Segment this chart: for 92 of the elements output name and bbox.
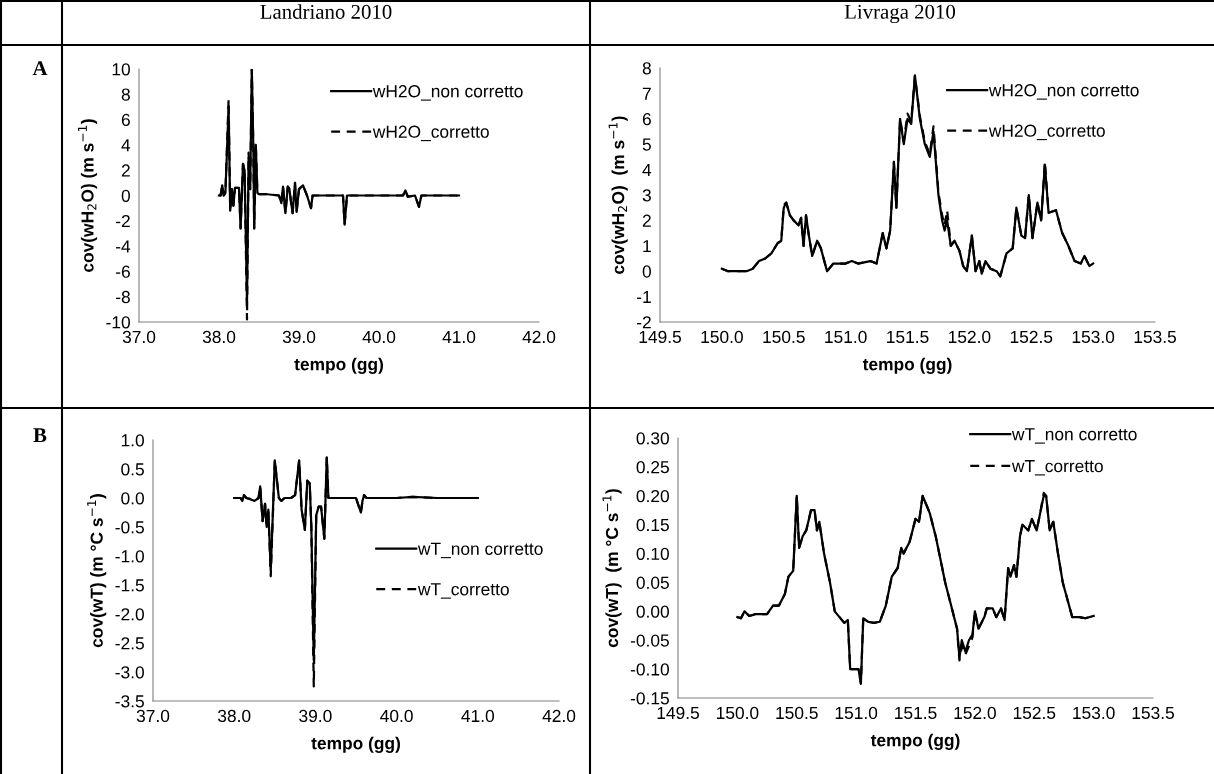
x-tick-label: 42.0 xyxy=(522,330,556,344)
x-tick-label: 149.5 xyxy=(657,706,699,720)
y-tick-label: 0.30 xyxy=(636,432,669,445)
y-tick-label: -2 xyxy=(637,316,651,329)
x-axis-title: tempo (gg) xyxy=(294,357,383,374)
y-tick-label: -1 xyxy=(637,290,651,303)
x-tick-label: 151.5 xyxy=(887,330,929,344)
y-tick-label: 4 xyxy=(121,139,131,152)
x-tick-label: 39.0 xyxy=(299,709,332,723)
y-tick-label: 0 xyxy=(121,189,130,202)
legend-label: wH2O_non corretto xyxy=(372,85,523,101)
y-tick-label: -6 xyxy=(116,265,130,278)
y-tick-label: -1.5 xyxy=(115,579,144,592)
y-tick-label: -1.0 xyxy=(115,550,144,563)
legend-label: wT_corretto xyxy=(1011,460,1103,476)
x-tick-label: 40.0 xyxy=(362,330,396,344)
x-tick-label: 151.0 xyxy=(835,706,878,720)
x-tick-label: 41.0 xyxy=(442,330,476,344)
x-tick-label: 150.0 xyxy=(701,330,743,344)
x-tick-label: 150.5 xyxy=(776,706,818,720)
x-tick-label: 153.5 xyxy=(1132,706,1174,720)
x-tick-label: 151.0 xyxy=(825,330,867,344)
legend-label: wH2O_corretto xyxy=(372,125,489,142)
x-tick-label: 153.0 xyxy=(1073,706,1115,720)
y-tick-label: -0.15 xyxy=(630,692,669,705)
x-tick-label: 150.5 xyxy=(763,330,805,344)
y-tick-label: 4 xyxy=(642,163,652,176)
y-tick-label: 7 xyxy=(642,87,651,100)
y-axis-title: cov(wT) (m °C s$^{−1}$) xyxy=(602,489,622,648)
chart-title: Livraga 2010 xyxy=(844,4,956,24)
x-tick-label: 40.0 xyxy=(380,709,413,723)
y-tick-label: 0.25 xyxy=(636,461,669,474)
x-tick-label: 38.0 xyxy=(217,709,251,723)
x-axis-title: tempo (gg) xyxy=(311,736,400,753)
y-tick-label: -2.5 xyxy=(115,637,144,650)
y-tick-label: 0.20 xyxy=(636,489,669,503)
y-tick-label: 6 xyxy=(121,113,130,127)
x-tick-label: 152.0 xyxy=(948,330,991,344)
x-axis-title: tempo (gg) xyxy=(870,733,960,750)
y-tick-label: 0.00 xyxy=(636,605,669,618)
y-tick-label: -2 xyxy=(116,214,130,228)
x-tick-label: 149.5 xyxy=(639,330,681,344)
x-tick-label: 150.0 xyxy=(716,706,759,720)
y-tick-label: 10 xyxy=(112,63,130,76)
y-tick-label: -0.05 xyxy=(630,634,669,647)
y-tick-label: -0.10 xyxy=(630,663,669,676)
y-tick-label: 1 xyxy=(643,240,651,253)
y-tick-label: -4 xyxy=(116,240,131,253)
y-tick-label: -8 xyxy=(116,290,130,304)
x-tick-label: 37.0 xyxy=(122,330,156,344)
legend-label: wH2O_non corretto xyxy=(988,84,1139,100)
text: B xyxy=(33,428,47,443)
y-tick-label: -10 xyxy=(106,316,130,329)
x-tick-label: 151.5 xyxy=(895,706,937,720)
x-tick-label: 39.0 xyxy=(282,330,316,344)
y-tick-label: 0.10 xyxy=(636,547,669,561)
x-tick-label: 152.5 xyxy=(1010,330,1053,344)
legend-label: wT_non corretto xyxy=(417,542,543,559)
x-tick-label: 42.0 xyxy=(542,709,576,723)
y-tick-label: -0.5 xyxy=(115,521,144,534)
y-tick-label: 1.0 xyxy=(121,434,144,447)
legend-label: wT_corretto xyxy=(417,583,509,599)
x-tick-label: 153.5 xyxy=(1134,330,1176,344)
y-tick-label: 2 xyxy=(642,214,651,227)
y-tick-label: 0.0 xyxy=(121,492,144,505)
x-tick-label: 152.0 xyxy=(954,706,996,720)
y-axis-title: cov(wH$_{2}$O) (m s$^{−1}$) xyxy=(77,119,98,272)
y-tick-label: 6 xyxy=(642,112,651,126)
y-tick-label: -3.5 xyxy=(115,695,144,708)
y-tick-label: 0 xyxy=(642,265,651,278)
y-tick-label: -3.0 xyxy=(115,666,144,679)
y-axis-title: cov(wT) (m °C s$^{−1}$) xyxy=(87,494,107,648)
y-tick-label: 0.15 xyxy=(636,518,669,532)
x-tick-label: 38.0 xyxy=(202,330,236,344)
text: A xyxy=(32,61,48,76)
y-tick-label: 2 xyxy=(121,164,130,177)
x-tick-label: 37.0 xyxy=(136,709,170,723)
x-tick-label: 153.0 xyxy=(1072,330,1115,344)
y-tick-label: 8 xyxy=(121,88,130,101)
y-tick-label: 8 xyxy=(642,62,651,75)
x-tick-label: 152.5 xyxy=(1013,706,1056,720)
chart-title: Landriano 2010 xyxy=(260,4,392,19)
y-tick-label: 0.05 xyxy=(636,576,669,589)
y-tick-label: 3 xyxy=(642,189,651,202)
y-tick-label: 5 xyxy=(642,138,651,151)
x-tick-label: 41.0 xyxy=(461,709,495,723)
y-tick-label: -2.0 xyxy=(115,608,144,621)
legend-label: wT_non corretto xyxy=(1011,428,1137,444)
x-axis-title: tempo (gg) xyxy=(862,357,952,374)
legend-label: wH2O_corretto xyxy=(988,124,1105,141)
y-axis-title: cov(wH$_{2}$O) (m s$^{−1}$) xyxy=(608,116,628,274)
y-tick-label: 0.5 xyxy=(121,463,144,476)
